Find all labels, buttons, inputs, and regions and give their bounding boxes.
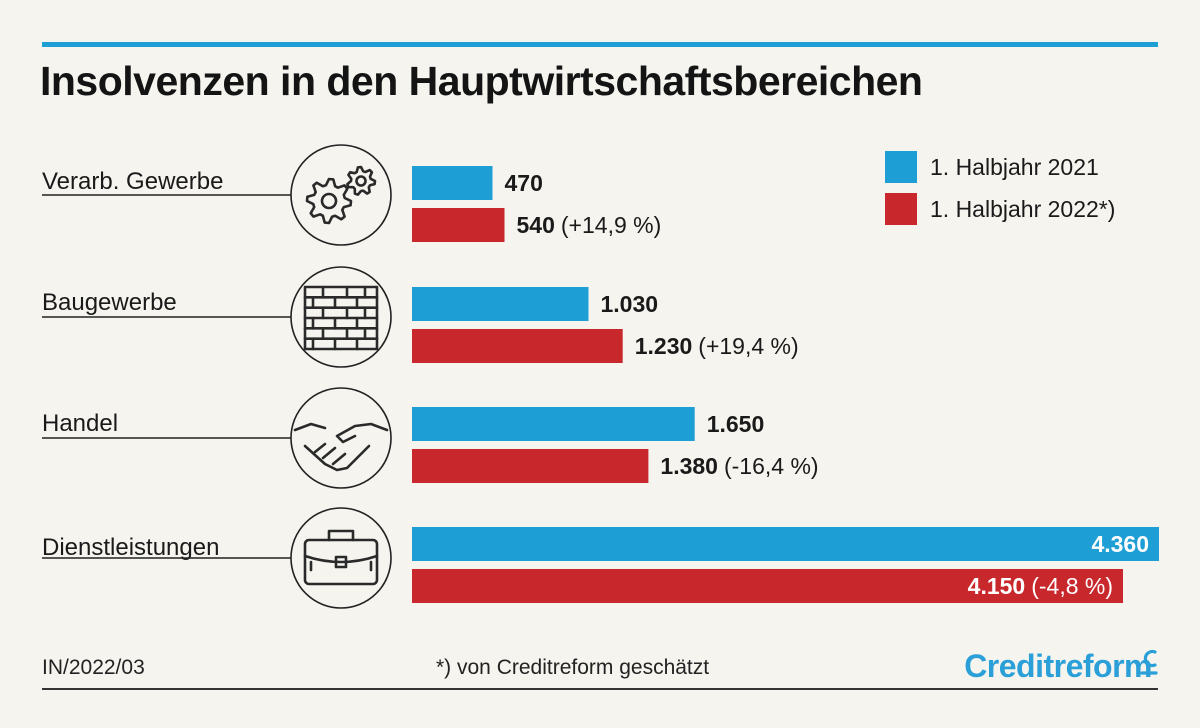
legend-label: 1. Halbjahr 2022*)	[930, 196, 1115, 222]
value-label-2022: 1.380 (-16,4 %)	[660, 453, 818, 479]
value-label-2022: 540 (+14,9 %)	[517, 212, 662, 238]
bar-2021	[412, 166, 493, 200]
category-group: Baugewerbe 1.030 1.230 (+19,4 %)	[42, 266, 799, 368]
value-number: 1.380	[660, 453, 718, 479]
value-label-2021: 1.030	[600, 291, 658, 317]
footer-rule	[42, 688, 1158, 690]
bar-2022	[412, 208, 505, 242]
legend: 1. Halbjahr 2021 1. Halbjahr 2022*)	[885, 151, 1115, 225]
value-number: 4.360	[1091, 531, 1149, 557]
handshake-icon	[293, 422, 389, 472]
bar-2022	[412, 449, 649, 483]
legend-label: 1. Halbjahr 2021	[930, 154, 1099, 180]
value-label-2022: 1.230 (+19,4 %)	[635, 333, 799, 359]
category-label: Baugewerbe	[42, 289, 177, 316]
value-number: 1.230	[635, 333, 693, 359]
change-label: (+14,9 %)	[561, 212, 661, 238]
bar-2021	[412, 407, 695, 441]
document-code: IN/2022/03	[42, 656, 145, 679]
bar-2021	[412, 287, 589, 321]
legend-swatch-2022	[885, 193, 917, 225]
change-label: (+19,4 %)	[698, 333, 798, 359]
category-group: Verarb. Gewerbe 470 540 (+14,9 %)	[42, 144, 662, 246]
footnote: *) von Creditreform geschätzt	[436, 656, 710, 679]
chart-title: Insolvenzen in den Hauptwirtschaftsberei…	[40, 58, 923, 104]
top-accent-rule	[42, 42, 1158, 47]
category-label: Dienstleistungen	[42, 534, 219, 561]
bar-2022	[412, 329, 623, 363]
creditreform-logo-mark-icon	[1140, 649, 1158, 675]
legend-swatch-2021	[885, 151, 917, 183]
icon-circle	[290, 144, 392, 246]
value-label-2021: 470	[505, 170, 543, 196]
category-label: Verarb. Gewerbe	[42, 168, 223, 195]
value-number: 1.650	[707, 411, 765, 437]
value-label-2021: 1.650	[707, 411, 765, 437]
value-number: 540	[517, 212, 555, 238]
category-group: Handel 1.650 1.380 (-16,4 %)	[42, 387, 819, 489]
icon-circle	[290, 387, 392, 489]
bar-2022	[412, 569, 1123, 603]
bar-2021	[412, 527, 1159, 561]
category-label: Handel	[42, 410, 118, 437]
change-label: (-16,4 %)	[724, 453, 819, 479]
creditreform-logo: Creditreform	[964, 648, 1152, 684]
value-number: 1.030	[600, 291, 658, 317]
value-number: 470	[505, 170, 543, 196]
brick-wall-icon	[303, 285, 379, 351]
change-label: (-4,8 %)	[1031, 573, 1113, 599]
briefcase-icon	[303, 529, 379, 586]
value-label-2022: 4.150 (-4,8 %)	[968, 573, 1113, 599]
category-group: Dienstleistungen 4.360 4.150 (-4,8 %)	[42, 507, 1159, 609]
gears-icon	[305, 165, 377, 225]
value-label-2021: 4.360	[1091, 531, 1149, 557]
value-number: 4.150	[968, 573, 1026, 599]
